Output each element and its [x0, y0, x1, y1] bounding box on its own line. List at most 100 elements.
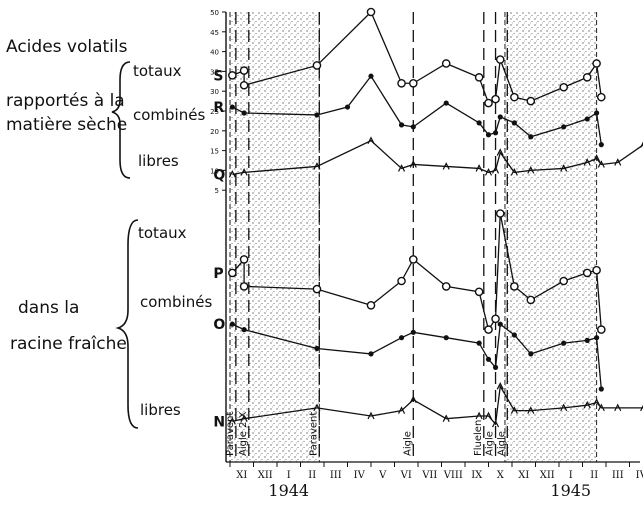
point-S-0 — [228, 71, 237, 80]
series-label-N: N — [213, 414, 225, 430]
group1-title: Acides volatils — [6, 37, 128, 57]
point-S-12 — [510, 92, 519, 102]
shaded-period-0 — [230, 12, 320, 462]
point-S-11 — [495, 55, 505, 64]
group2-title: dans la — [18, 298, 79, 318]
point-Q-1 — [240, 168, 248, 176]
point-O-7 — [476, 340, 482, 346]
point-O-8 — [485, 356, 492, 362]
group1-subtitle-line3: matière sèche — [6, 115, 127, 135]
point-S-8 — [474, 73, 484, 82]
point-S-15 — [582, 73, 592, 82]
point-Q-14 — [583, 158, 591, 166]
point-Q-9 — [492, 166, 500, 174]
point-Q-11 — [510, 168, 518, 176]
point-R-13 — [528, 134, 534, 140]
label-combines-1: combinés — [133, 106, 205, 124]
point-N-17 — [614, 403, 622, 412]
x-tick-label-12: XI — [518, 470, 529, 481]
point-R-4 — [368, 73, 374, 79]
event-label-4: Fluelen — [473, 420, 484, 456]
point-S-1 — [239, 66, 249, 75]
label-totaux-1: totaux — [133, 62, 182, 80]
group1-subtitle-line2: rapportés à la — [6, 91, 125, 111]
point-N-0 — [228, 417, 236, 425]
point-P-1 — [239, 255, 249, 264]
point-S-9 — [484, 98, 493, 108]
point-R-2 — [314, 112, 320, 118]
point-R-1 — [241, 110, 247, 116]
point-Q-15 — [593, 154, 601, 162]
event-label-5: Aigle — [485, 431, 496, 456]
x-tick-label-3: II — [308, 470, 316, 481]
series-label-Q: Q — [213, 167, 225, 183]
point-R-0 — [229, 104, 235, 110]
point-P-15 — [582, 268, 592, 278]
point-N-4 — [398, 406, 406, 414]
point-O-12 — [528, 351, 534, 357]
point-O-1 — [241, 327, 247, 333]
point-S-3 — [312, 61, 322, 70]
point-Q-4 — [398, 164, 406, 172]
point-P-9 — [484, 325, 493, 334]
point-R-3 — [344, 104, 351, 110]
label-libres-1: libres — [138, 152, 179, 170]
point-P-17 — [597, 325, 606, 334]
point-Q-5 — [409, 160, 417, 168]
point-R-14 — [561, 124, 567, 130]
point-S-5 — [397, 78, 406, 88]
x-tick-label-0: XI — [236, 470, 247, 481]
point-Q-8 — [484, 168, 493, 176]
shaded-periods — [229, 12, 598, 462]
point-O-3 — [368, 351, 374, 357]
point-Q-16 — [597, 160, 605, 168]
x-tick-label-10: IX — [471, 470, 483, 481]
x-tick-label-5: IV — [354, 470, 366, 481]
event-label-0: Paravent — [225, 412, 236, 456]
point-S-6 — [408, 78, 418, 88]
point-Q-2 — [313, 162, 321, 170]
point-N-8 — [484, 411, 493, 420]
label-libres-2: libres — [140, 401, 181, 419]
point-Q-6 — [442, 162, 450, 170]
x-tick-label-13: XII — [540, 470, 555, 481]
point-N-13 — [560, 403, 568, 412]
y-tick-label-0: 50 — [210, 9, 219, 17]
x-tick-label-15: II — [590, 470, 598, 481]
point-Q-3 — [367, 136, 375, 144]
series-lines: SR Q P O N — [213, 7, 643, 430]
point-P-5 — [397, 276, 406, 286]
point-O-15 — [594, 335, 600, 341]
point-P-0 — [228, 268, 237, 278]
y-tick-label-8: 10 — [210, 167, 219, 175]
series-line-N — [232, 384, 643, 426]
series-label-R: R — [213, 100, 224, 116]
series-label-S: S — [213, 68, 223, 84]
point-S-13 — [526, 96, 536, 106]
point-R-12 — [511, 120, 517, 126]
x-tick-label-14: I — [569, 470, 573, 481]
point-N-18 — [640, 404, 643, 412]
group2-subtitle: racine fraîche — [10, 334, 127, 354]
point-O-13 — [561, 340, 567, 346]
point-N-9 — [492, 419, 500, 428]
point-P-2 — [239, 282, 249, 291]
point-P-11 — [495, 209, 505, 218]
point-P-8 — [474, 287, 484, 297]
x-tick-label-9: VIII — [443, 470, 463, 481]
y-tick-label-2: 40 — [210, 49, 219, 57]
point-Q-17 — [614, 158, 622, 166]
point-R-15 — [584, 116, 590, 122]
point-S-17 — [597, 92, 606, 102]
point-N-2 — [313, 403, 321, 412]
y-tick-label-9: 5 — [215, 187, 219, 195]
shaded-period-1 — [504, 12, 597, 462]
point-N-11 — [510, 406, 518, 414]
point-Q-0 — [228, 170, 236, 178]
point-O-9 — [492, 364, 499, 370]
event-label-3: Aigle — [402, 431, 413, 456]
point-S-16 — [592, 59, 601, 68]
point-S-7 — [441, 59, 451, 68]
